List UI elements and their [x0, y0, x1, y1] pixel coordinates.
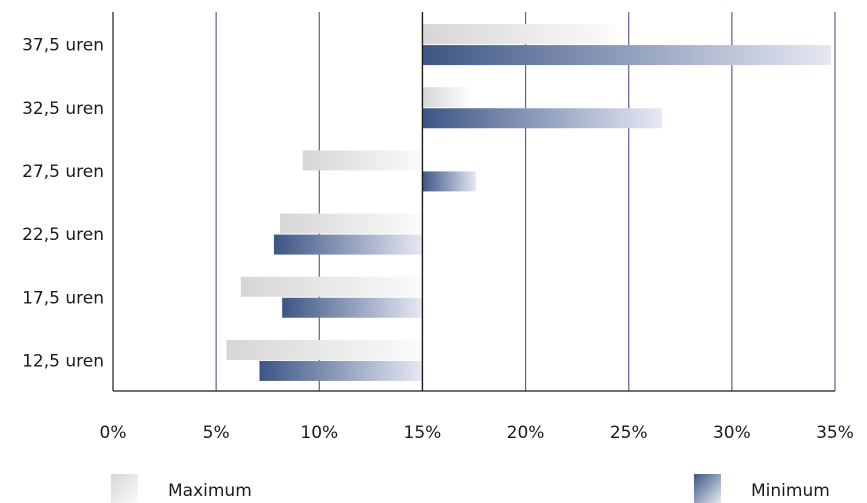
x-tick-label: 0% [100, 423, 127, 443]
category-label: 12,5 uren [22, 351, 104, 371]
x-tick-label: 5% [203, 423, 230, 443]
axes [112, 12, 835, 392]
legend-swatch-maximum [111, 474, 138, 503]
bar-maximum-1 [240, 276, 423, 297]
legend-label-minimum: Minimum [751, 481, 830, 501]
x-tick-label: 35% [816, 423, 854, 443]
x-tick-label: 15% [404, 423, 442, 443]
bar-maximum-2 [280, 213, 423, 234]
legend: Maximum Minimum [111, 474, 830, 503]
category-label: 32,5 uren [22, 99, 104, 119]
labels: 12,5 uren 17,5 uren 22,5 uren 27,5 uren 32,5… [22, 36, 854, 443]
legend-label-maximum: Maximum [168, 481, 252, 501]
category-label: 37,5 uren [22, 36, 104, 56]
bar-minimum-1 [282, 297, 423, 318]
bar-minimum-4 [422, 108, 662, 129]
x-tick-label: 20% [507, 423, 545, 443]
bar-maximum-3 [302, 150, 423, 171]
category-label: 27,5 uren [22, 162, 104, 182]
bar-minimum-0 [259, 360, 423, 381]
x-tick-label: 30% [713, 423, 751, 443]
x-tick-label: 25% [610, 423, 648, 443]
category-label: 17,5 uren [22, 288, 104, 308]
bar-maximum-4 [422, 87, 468, 108]
legend-swatch-minimum [694, 474, 721, 503]
bar-minimum-2 [273, 234, 423, 255]
gridlines [215, 12, 836, 391]
category-label: 22,5 uren [22, 225, 104, 245]
bars [226, 24, 831, 381]
bar-maximum-0 [226, 339, 423, 360]
bar-maximum-5 [422, 24, 617, 45]
bar-minimum-5 [422, 45, 831, 66]
bar-minimum-3 [422, 171, 477, 192]
x-tick-label: 10% [300, 423, 338, 443]
